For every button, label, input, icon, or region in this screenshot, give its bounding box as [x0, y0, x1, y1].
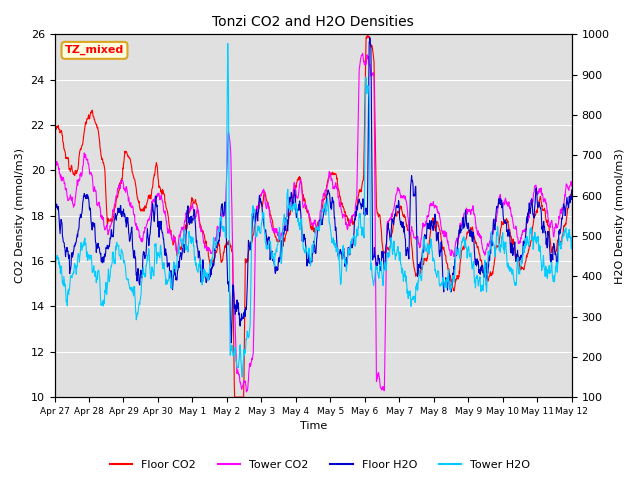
Line: Tower H2O: Tower H2O — [54, 44, 572, 377]
Tower H2O — [91, 269, 99, 275]
Floor H2O — [346, 248, 353, 253]
Floor CO2 — [231, 394, 239, 400]
Y-axis label: CO2 Density (mmol/m3): CO2 Density (mmol/m3) — [15, 148, 25, 283]
Tower H2O — [568, 235, 575, 240]
Floor H2O — [281, 226, 289, 232]
Tower H2O — [282, 222, 289, 228]
Floor CO2 — [51, 121, 58, 127]
Tower CO2 — [243, 389, 250, 395]
Floor CO2 — [91, 117, 99, 122]
Tower CO2 — [91, 184, 99, 190]
Tower H2O — [51, 264, 58, 270]
Floor H2O — [51, 186, 58, 192]
Floor CO2 — [281, 237, 289, 242]
Tower CO2 — [51, 162, 58, 168]
Tower CO2 — [291, 180, 298, 185]
X-axis label: Time: Time — [300, 421, 327, 432]
Tower CO2 — [271, 228, 278, 234]
Tower H2O — [238, 374, 246, 380]
Tower H2O — [224, 41, 232, 47]
Floor H2O — [227, 340, 235, 346]
Tower CO2 — [112, 197, 120, 203]
Title: Tonzi CO2 and H2O Densities: Tonzi CO2 and H2O Densities — [212, 15, 414, 29]
Text: TZ_mixed: TZ_mixed — [65, 45, 124, 56]
Floor CO2 — [568, 187, 575, 193]
Line: Tower CO2: Tower CO2 — [54, 53, 572, 392]
Floor CO2 — [271, 230, 278, 236]
Floor H2O — [271, 261, 278, 267]
Floor CO2 — [364, 32, 372, 38]
Floor H2O — [91, 221, 99, 227]
Tower H2O — [271, 261, 278, 266]
Tower H2O — [112, 243, 120, 249]
Floor H2O — [568, 187, 575, 193]
Tower CO2 — [346, 219, 353, 225]
Floor CO2 — [291, 190, 298, 195]
Tower CO2 — [568, 183, 575, 189]
Y-axis label: H2O Density (mmol/m3): H2O Density (mmol/m3) — [615, 148, 625, 284]
Floor H2O — [112, 211, 120, 216]
Line: Floor H2O: Floor H2O — [54, 37, 572, 343]
Legend: Floor CO2, Tower CO2, Floor H2O, Tower H2O: Floor CO2, Tower CO2, Floor H2O, Tower H… — [105, 456, 535, 474]
Tower H2O — [346, 248, 353, 254]
Floor H2O — [291, 187, 298, 193]
Floor CO2 — [346, 222, 353, 228]
Line: Floor CO2: Floor CO2 — [54, 35, 572, 397]
Tower H2O — [291, 202, 298, 207]
Tower CO2 — [281, 219, 289, 225]
Floor H2O — [366, 35, 374, 40]
Tower CO2 — [359, 50, 367, 56]
Floor CO2 — [112, 203, 120, 209]
